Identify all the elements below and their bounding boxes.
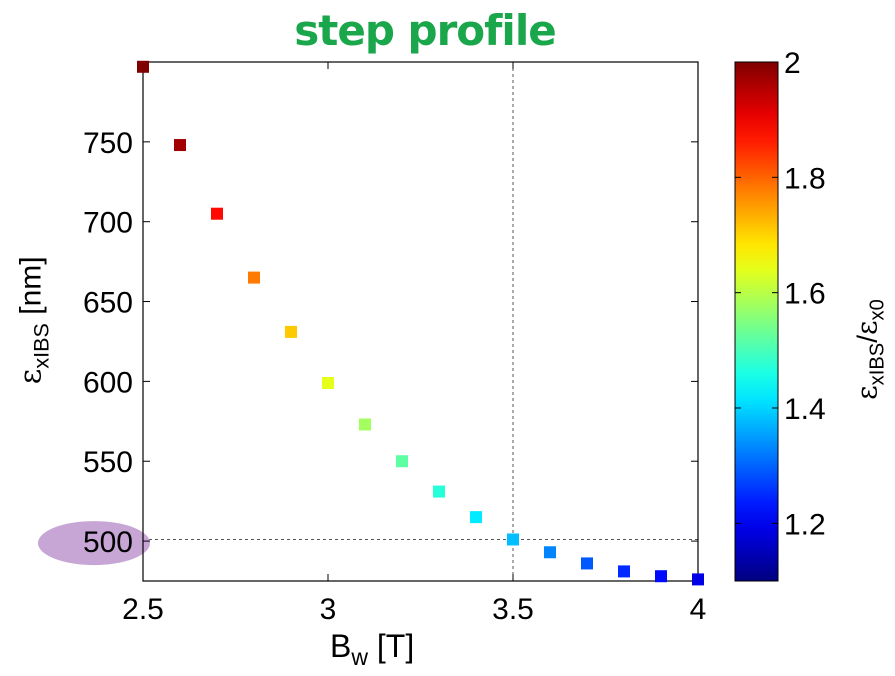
data-point [396, 455, 408, 468]
x-label-unit: [T] [376, 628, 415, 664]
y-axis-label: εxIBS [nm] [14, 240, 55, 400]
data-point [470, 511, 482, 524]
x-tick-label: 4 [690, 593, 707, 626]
colorbar-tick-label: 2 [784, 47, 801, 80]
data-point [211, 207, 223, 220]
x-tick-label: 3 [320, 593, 337, 626]
y-tick-label: 500 [83, 526, 133, 559]
tick-highlight [38, 521, 150, 566]
x-tick-label: 2.5 [122, 593, 164, 626]
y-tick-label: 600 [83, 366, 133, 399]
data-point [137, 60, 149, 73]
colorbar-label: εxIBS/εx0 [850, 250, 889, 450]
y-axis-ticks: 500 550 600 650 700 750 [83, 127, 698, 559]
colorbar-label-numerator: ε [850, 385, 884, 400]
colorbar-label-denominator-sub: x0 [866, 299, 889, 321]
y-label-symbol: ε [13, 368, 49, 385]
data-point [544, 546, 556, 559]
colorbar-label-numerator-sub: xIBS [866, 342, 889, 386]
colorbar-tick-label: 1.8 [784, 162, 826, 195]
chart-title: step profile [294, 6, 556, 55]
colorbar-tick-label: 1.6 [784, 278, 826, 311]
tick-highlight-ellipse [38, 521, 150, 566]
y-tick-label: 700 [83, 207, 133, 240]
data-point [655, 570, 667, 583]
data-point [507, 533, 519, 546]
data-point [174, 139, 186, 152]
data-point [359, 418, 371, 431]
colorbar-label-slash: / [851, 334, 883, 343]
reference-lines [143, 62, 698, 581]
data-point [581, 557, 593, 570]
data-point [692, 573, 704, 586]
data-point [618, 565, 630, 578]
data-point [322, 376, 334, 389]
plot-frame-rect [142, 61, 699, 582]
y-tick-label: 550 [83, 446, 133, 479]
y-label-subscript: xIBS [28, 323, 54, 369]
colorbar-tick-label: 1.4 [784, 393, 826, 426]
x-label-subscript: w [351, 644, 368, 671]
y-tick-label: 650 [83, 287, 133, 320]
x-label-symbol: B [330, 628, 352, 664]
colorbar: 1.2 1.4 1.6 1.8 2 [734, 47, 826, 582]
colorbar-tick-label: 1.2 [784, 508, 826, 541]
plot-frame [142, 61, 699, 582]
y-tick-label: 750 [83, 127, 133, 160]
x-tick-label: 3.5 [492, 593, 534, 626]
x-axis-ticks: 2.5 3 3.5 4 [122, 62, 706, 626]
data-point [248, 271, 260, 284]
colorbar-gradient [734, 61, 779, 582]
data-points [137, 60, 704, 586]
x-axis-label: Bw [T] [330, 628, 414, 671]
data-point [285, 325, 297, 338]
data-point [433, 485, 445, 498]
y-label-unit: [nm] [14, 256, 48, 315]
y-axis-label-wrap: εxIBS [nm] [4, 240, 64, 400]
colorbar-label-denominator: ε [850, 320, 884, 335]
